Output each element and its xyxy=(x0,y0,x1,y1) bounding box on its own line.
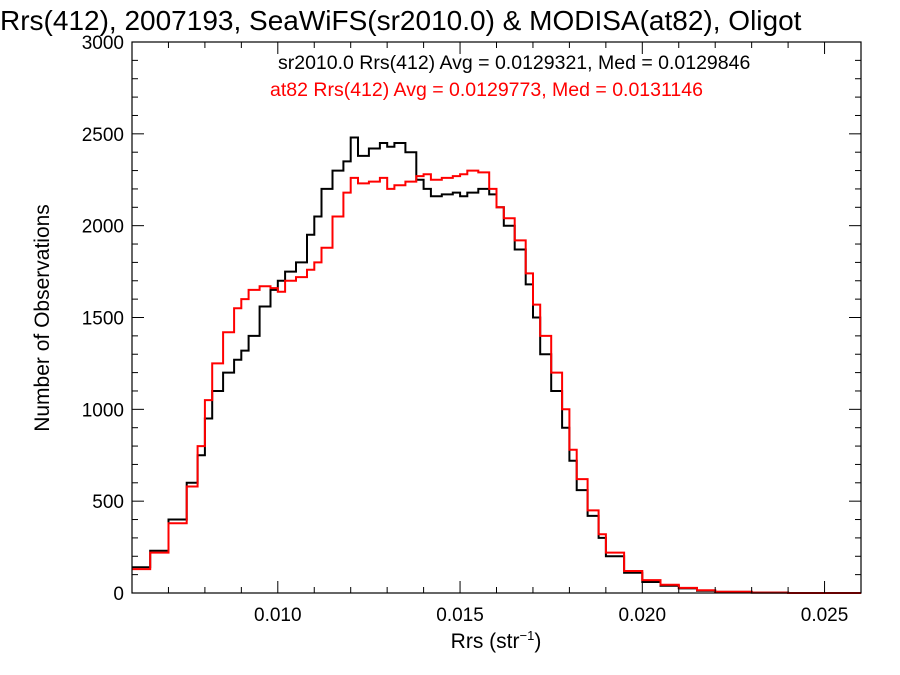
x-tick-label: 0.010 xyxy=(254,605,302,626)
y-tick-label: 1500 xyxy=(82,309,124,330)
x-axis-label-superscript: −1 xyxy=(520,628,535,643)
x-axis-label-end: ) xyxy=(534,630,541,653)
y-tick-label: 500 xyxy=(92,492,124,513)
series-line-at82 xyxy=(132,169,861,594)
plot-frame xyxy=(131,41,862,594)
x-axis-label-main: Rrs (str xyxy=(451,630,520,653)
x-axis: 0.010 0.015 0.020 0.025 xyxy=(167,42,849,626)
y-tick-label: 1000 xyxy=(82,400,124,421)
legend-entry-sr2010: sr2010.0 Rrs(412) Avg = 0.0129321, Med =… xyxy=(278,52,750,74)
x-tick-label: 0.015 xyxy=(436,605,484,626)
y-tick-label: 3000 xyxy=(82,33,124,54)
plot-area xyxy=(132,136,861,594)
y-axis: 0 500 1000 1500 2000 2500 3000 xyxy=(82,33,861,605)
y-axis-label: Number of Observations xyxy=(31,204,54,432)
x-axis-label: Rrs (str−1) xyxy=(451,628,542,653)
legend-entry-at82: at82 Rrs(412) Avg = 0.0129773, Med = 0.0… xyxy=(270,79,703,101)
x-tick-label: 0.025 xyxy=(801,605,849,626)
y-tick-label: 2500 xyxy=(82,125,124,146)
y-tick-label: 0 xyxy=(113,584,124,605)
y-tick-label: 2000 xyxy=(82,217,124,238)
x-tick-label: 0.020 xyxy=(619,605,667,626)
chart-title: Rrs(412), 2007193, SeaWiFS(sr2010.0) & M… xyxy=(0,5,802,36)
